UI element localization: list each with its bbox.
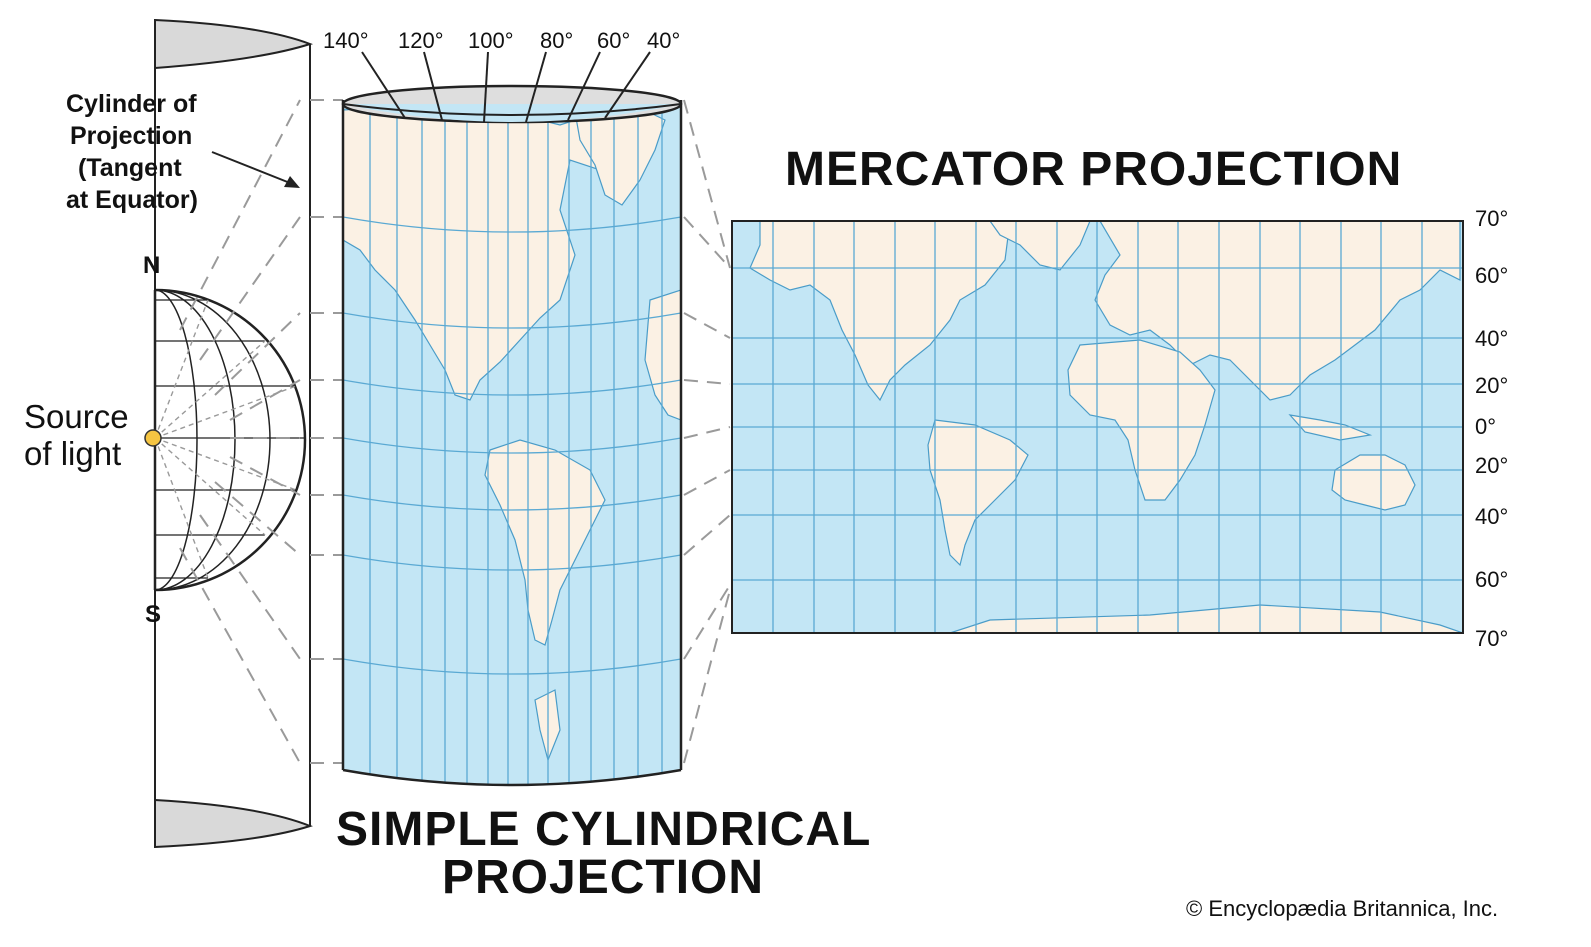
cylinder-bottom-cap [154,798,313,849]
simple-projection-title-line1: SIMPLE CYLINDRICAL [336,803,871,856]
longitude-label: 140° [323,28,369,53]
cylinder-label-line1: Cylinder of [66,90,197,118]
cylinder-label-line2: Projection [70,122,192,150]
north-pole-label: N [143,252,160,279]
light-source-icon [144,429,162,447]
cylinder-top-cap [154,18,314,70]
light-source-label-line1: Source [24,398,129,435]
longitude-label: 60° [597,28,630,53]
latitude-label: 60° [1475,263,1508,288]
latitude-label: 20° [1475,373,1508,398]
south-pole-label: S [145,601,161,628]
cylinder-label-line3: (Tangent [78,154,182,182]
light-rays [154,299,297,579]
latitude-label: 60° [1475,567,1508,592]
longitude-label: 80° [540,28,573,53]
projection-dashes-left [179,99,343,764]
longitude-label: 120° [398,28,444,53]
projection-cylinder [154,18,314,849]
longitude-label: 40° [647,28,680,53]
latitude-label: 40° [1475,504,1508,529]
cylinder-label-line4: at Equator) [66,186,198,214]
longitude-label: 100° [468,28,514,53]
latitude-label: 0° [1475,414,1496,439]
africa-edge-land [644,289,681,421]
mercator-title: MERCATOR PROJECTION [785,143,1402,196]
simple-cylinder [341,84,683,787]
light-source-label-line2: of light [24,435,121,472]
half-globe [153,288,307,592]
cylinder-latitude-grid [343,216,681,675]
longitude-labels: 140° 120° 100° 80° 60° 40° [323,28,680,53]
mercator-longitude-grid [772,221,1423,633]
cylinder-longitude-grid [369,100,663,785]
latitude-label: 20° [1475,453,1508,478]
simple-projection-title-line2: PROJECTION [442,851,764,904]
copyright-notice: © Encyclopædia Britannica, Inc. [1186,896,1498,921]
latitude-labels: 70° 60° 40° 20° 0° 20° 40° 60° 70° [1475,206,1508,651]
south-america-land [484,439,606,646]
latitude-label: 70° [1475,206,1508,231]
mercator-map [731,220,1464,634]
antarctica-land [949,604,1463,633]
cylinder-label-arrow [211,151,291,184]
latitude-label: 70° [1475,626,1508,651]
projection-dashes-right [683,99,731,764]
longitude-pointers [361,51,651,123]
latitude-label: 40° [1475,326,1508,351]
